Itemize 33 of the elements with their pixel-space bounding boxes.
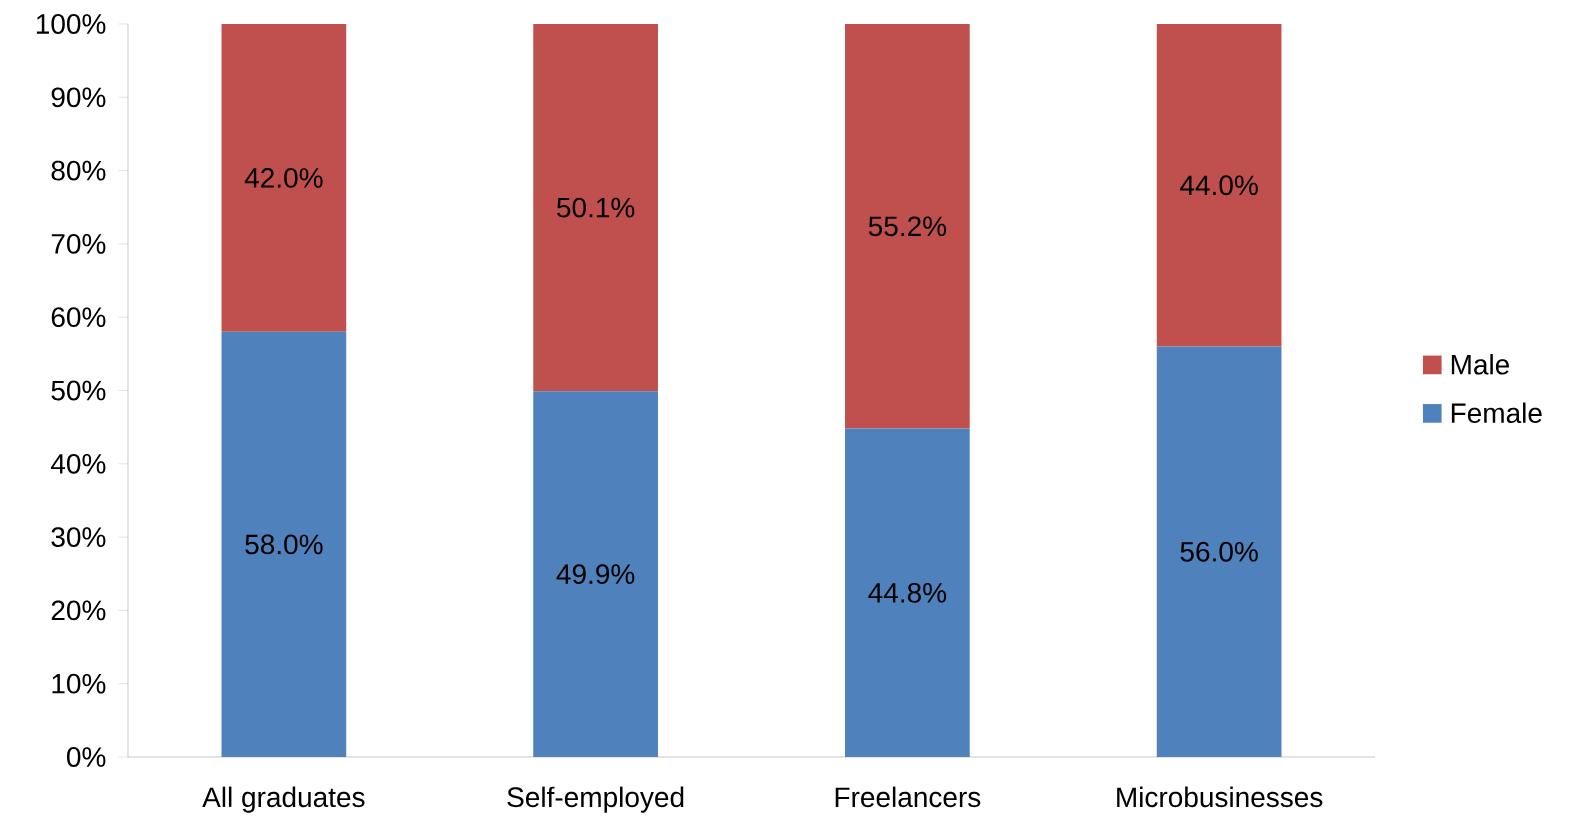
x-tick-label: Freelancers — [835, 786, 981, 808]
bar — [1156, 24, 1282, 347]
data-label: 50.1% — [557, 197, 635, 218]
bar — [845, 24, 970, 429]
bar — [221, 24, 347, 332]
data-label: 44.0% — [1180, 175, 1258, 196]
legend-label: Male — [1451, 354, 1510, 375]
y-tick-label: 50% — [51, 380, 106, 401]
bar — [845, 428, 970, 757]
y-tick-label: 70% — [51, 233, 106, 254]
data-label: 44.8% — [868, 582, 947, 603]
y-tick-label: 20% — [51, 600, 106, 621]
x-tick-label: All graduates — [202, 786, 365, 813]
bar — [533, 24, 658, 392]
y-tick-label: 30% — [51, 527, 106, 548]
y-tick-label: 90% — [51, 87, 106, 108]
x-tick-label: Microbusinesses — [1117, 786, 1323, 808]
data-label: 49.9% — [556, 564, 635, 585]
bar — [221, 331, 347, 757]
legend-label: Female — [1451, 402, 1542, 424]
y-tick-label: 10% — [52, 673, 106, 694]
x-tick-label: Self-employed — [507, 786, 684, 813]
data-label: 56.0% — [1180, 541, 1258, 562]
y-tick-label: 40% — [51, 453, 106, 474]
y-tick-label: 0% — [67, 747, 106, 767]
data-label: 42.0% — [244, 168, 323, 188]
y-tick-label: 60% — [51, 307, 106, 328]
data-label: 55.2% — [868, 216, 947, 237]
bar — [533, 391, 658, 757]
bar — [1156, 346, 1282, 757]
y-tick-label: 100% — [36, 14, 106, 34]
data-label: 58.0% — [245, 534, 323, 555]
y-tick-label: 80% — [51, 160, 106, 181]
